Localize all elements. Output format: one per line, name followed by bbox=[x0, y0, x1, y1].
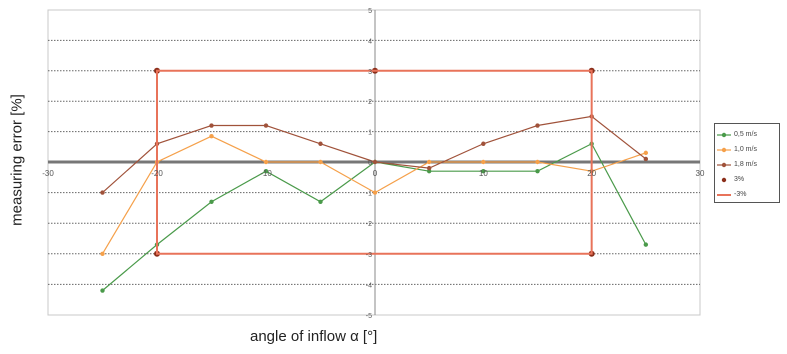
data-point bbox=[426, 168, 432, 174]
data-point bbox=[209, 199, 214, 204]
y-tick-label: 4 bbox=[368, 38, 372, 45]
data-point bbox=[263, 123, 269, 128]
data-point bbox=[643, 242, 649, 247]
data-point bbox=[318, 199, 323, 204]
series-2 bbox=[100, 133, 649, 256]
x-axis-label: angle of inflow α [°] bbox=[250, 328, 378, 345]
series-5 bbox=[156, 69, 593, 255]
data-point bbox=[372, 159, 378, 165]
x-tick-label: 20 bbox=[587, 169, 596, 178]
legend-item: 1,0 m/s bbox=[717, 142, 777, 157]
data-point bbox=[535, 159, 540, 165]
x-tick-label: 10 bbox=[479, 169, 488, 178]
legend-label: -3% bbox=[734, 191, 747, 198]
y-tick-label: -4 bbox=[366, 282, 372, 289]
legend-item: -3% bbox=[717, 187, 777, 202]
x-tick-label: -10 bbox=[260, 169, 272, 178]
legend-swatch bbox=[717, 132, 731, 137]
x-tick-label: -30 bbox=[42, 169, 54, 178]
data-point bbox=[643, 150, 649, 156]
y-axis-label: measuring error [%] bbox=[8, 94, 26, 226]
x-tick-label: -20 bbox=[151, 169, 163, 178]
data-point bbox=[209, 133, 214, 139]
y-tick-label: -1 bbox=[366, 191, 372, 198]
data-point bbox=[481, 159, 486, 165]
y-axis-label-wrap: measuring error [%] bbox=[4, 40, 30, 280]
data-point bbox=[481, 141, 486, 146]
data-point bbox=[481, 168, 486, 174]
data-point bbox=[535, 123, 540, 128]
legend-label: 0,5 m/s bbox=[734, 131, 757, 138]
legend-item: 1,8 m/s bbox=[717, 157, 777, 172]
series-group bbox=[100, 67, 649, 293]
data-point bbox=[426, 165, 432, 171]
data-point bbox=[372, 190, 378, 195]
y-tick-label: 0 bbox=[368, 160, 372, 167]
data-point bbox=[318, 141, 323, 146]
legend-swatch bbox=[717, 162, 731, 167]
data-point bbox=[426, 159, 432, 165]
legend-swatch bbox=[721, 177, 727, 182]
x-tick-label: 30 bbox=[696, 169, 705, 178]
y-tick-label: 1 bbox=[368, 130, 372, 137]
legend-label: 1,8 m/s bbox=[734, 161, 757, 168]
data-point bbox=[263, 168, 269, 174]
data-point bbox=[100, 251, 105, 256]
x-tick-label: 0 bbox=[373, 169, 378, 178]
data-point bbox=[318, 159, 323, 165]
legend: 0,5 m/s 1,0 m/s 1,8 m/s 3% -3% bbox=[714, 123, 780, 203]
data-point bbox=[535, 168, 540, 174]
y-tick-label: -3 bbox=[366, 252, 372, 259]
data-point bbox=[643, 156, 649, 162]
series-line bbox=[156, 69, 593, 255]
y-tick-label: 5 bbox=[368, 8, 372, 15]
legend-label: 3% bbox=[734, 176, 745, 183]
legend-label: 1,0 m/s bbox=[734, 146, 757, 153]
data-point bbox=[100, 190, 105, 195]
y-tick-label: 3 bbox=[368, 69, 372, 76]
data-point bbox=[263, 159, 269, 165]
legend-swatch bbox=[717, 147, 731, 152]
y-tick-label: -5 bbox=[366, 313, 372, 320]
legend-item: 0,5 m/s bbox=[717, 127, 777, 142]
series-3 bbox=[100, 114, 649, 195]
y-tick-label: -2 bbox=[366, 221, 372, 228]
legend-item: 3% bbox=[717, 172, 777, 187]
legend-swatch bbox=[717, 193, 731, 196]
data-point bbox=[100, 288, 105, 293]
data-point bbox=[209, 123, 214, 128]
y-tick-label: 2 bbox=[368, 99, 372, 106]
